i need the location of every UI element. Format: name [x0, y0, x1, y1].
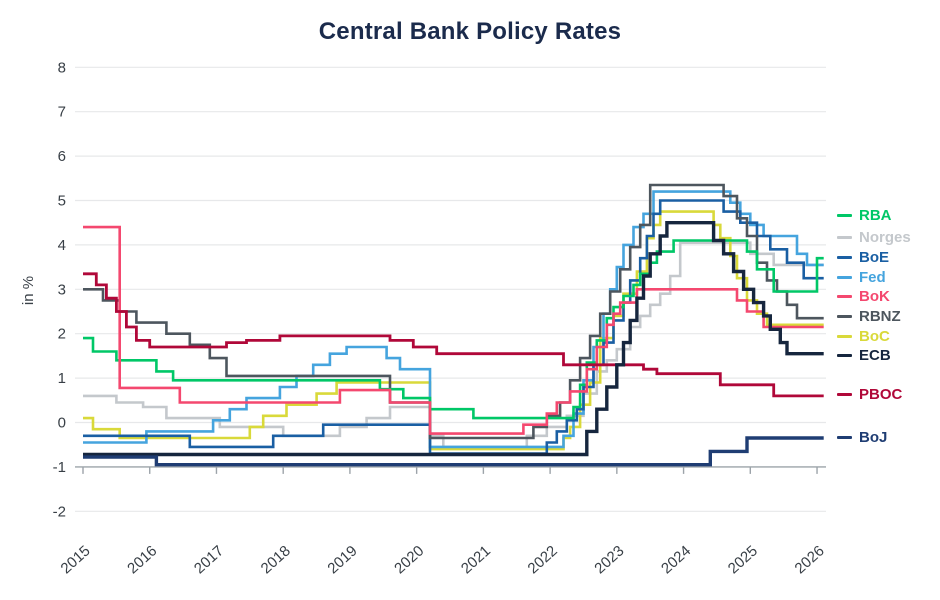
chart-title: Central Bank Policy Rates [318, 18, 622, 45]
legend-dash-icon [837, 315, 852, 318]
legend-item-fed: Fed [837, 269, 886, 286]
series-line-bok [83, 225, 824, 435]
legend-label: Norges [859, 229, 911, 246]
legend-label: ECB [859, 347, 891, 364]
legend-dash-icon [837, 295, 852, 298]
x-tick-label: 2024 [658, 542, 694, 577]
legend-label: PBOC [859, 386, 903, 403]
y-tick-label: 2 [58, 326, 66, 343]
legend-label: BoK [859, 288, 890, 305]
y-tick-label: -2 [53, 503, 66, 520]
legend-item-rbnz: RBNZ [837, 308, 901, 325]
y-tick-label: 5 [58, 193, 66, 210]
legend-label: RBA [859, 207, 892, 224]
y-tick-label: 6 [58, 148, 66, 165]
legend-item-boj: BoJ [837, 429, 887, 446]
legend-dash-icon [837, 436, 852, 439]
y-tick-label: 1 [58, 370, 66, 387]
y-tick-label: 8 [58, 59, 66, 76]
legend-label: RBNZ [859, 308, 901, 325]
x-tick-label: 2016 [124, 542, 160, 577]
legend-item-pboc: PBOC [837, 386, 902, 403]
legend-dash-icon [837, 354, 852, 357]
legend-item-boe: BoE [837, 249, 889, 266]
legend-dash-icon [837, 256, 852, 259]
series-line-pboc [83, 272, 824, 398]
series-line-ecb [83, 221, 824, 457]
x-tick-label: 2025 [725, 542, 761, 577]
x-tick-label: 2015 [57, 542, 93, 577]
legend-dash-icon [837, 335, 852, 338]
legend-item-rba: RBA [837, 207, 892, 224]
y-tick-label: 3 [58, 281, 66, 298]
legend-item-boc: BoC [837, 328, 890, 345]
x-tick-label: 2017 [191, 542, 227, 577]
series-line-rbnz [83, 183, 824, 440]
legend-item-norges: Norges [837, 229, 911, 246]
y-tick-label: 0 [58, 415, 66, 432]
legend-label: Fed [859, 269, 886, 286]
legend-dash-icon [837, 276, 852, 279]
y-axis-label: in % [20, 275, 38, 306]
legend-label: BoC [859, 328, 890, 345]
series-line-rba [83, 239, 824, 420]
x-tick-label: 2022 [525, 542, 561, 577]
x-tick-label: 2026 [792, 542, 828, 577]
series-line-boj [83, 436, 824, 467]
legend-dash-icon [837, 393, 852, 396]
y-tick-label: 7 [58, 104, 66, 121]
x-tick-label: 2020 [391, 542, 427, 577]
y-tick-label: -1 [53, 459, 66, 476]
y-tick-label: 4 [58, 237, 66, 254]
series-line-boc [83, 210, 824, 451]
legend-dash-icon [837, 236, 852, 239]
x-tick-label: 2021 [458, 542, 494, 577]
x-tick-label: 2018 [258, 542, 294, 577]
x-tick-label: 2023 [591, 542, 627, 577]
x-tick-label: 2019 [324, 542, 360, 577]
legend-item-ecb: ECB [837, 347, 891, 364]
legend-label: BoE [859, 249, 889, 266]
legend-label: BoJ [859, 429, 888, 446]
legend-dash-icon [837, 214, 852, 217]
legend-item-bok: BoK [837, 288, 890, 305]
